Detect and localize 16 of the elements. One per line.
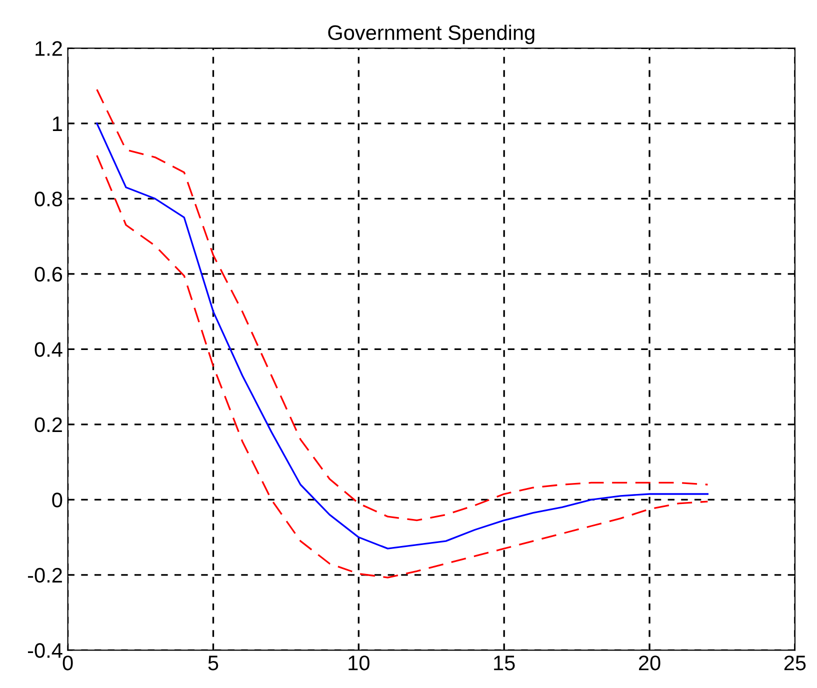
x-tick-label: 20 xyxy=(638,656,660,670)
y-tick-label: 0.2 xyxy=(34,417,62,432)
x-tick-label: 25 xyxy=(784,656,806,670)
y-tick-label: 0.8 xyxy=(34,192,62,206)
y-tick-label: 1 xyxy=(52,116,62,131)
chart-title: Government Spending xyxy=(328,24,534,44)
x-tick-label: 15 xyxy=(494,656,515,670)
y-tick-label: 1.2 xyxy=(36,41,62,56)
y-tick-label: -0.2 xyxy=(28,568,62,583)
x-tick-label: 5 xyxy=(208,656,218,670)
y-tick-label: 0 xyxy=(52,492,62,508)
y-tick-label: 0.6 xyxy=(34,266,62,282)
x-tick-label: 10 xyxy=(348,656,370,670)
y-tick-label: 0.4 xyxy=(34,342,62,357)
y-tick-label: -0.4 xyxy=(28,643,62,658)
x-tick-label: 0 xyxy=(62,656,73,670)
